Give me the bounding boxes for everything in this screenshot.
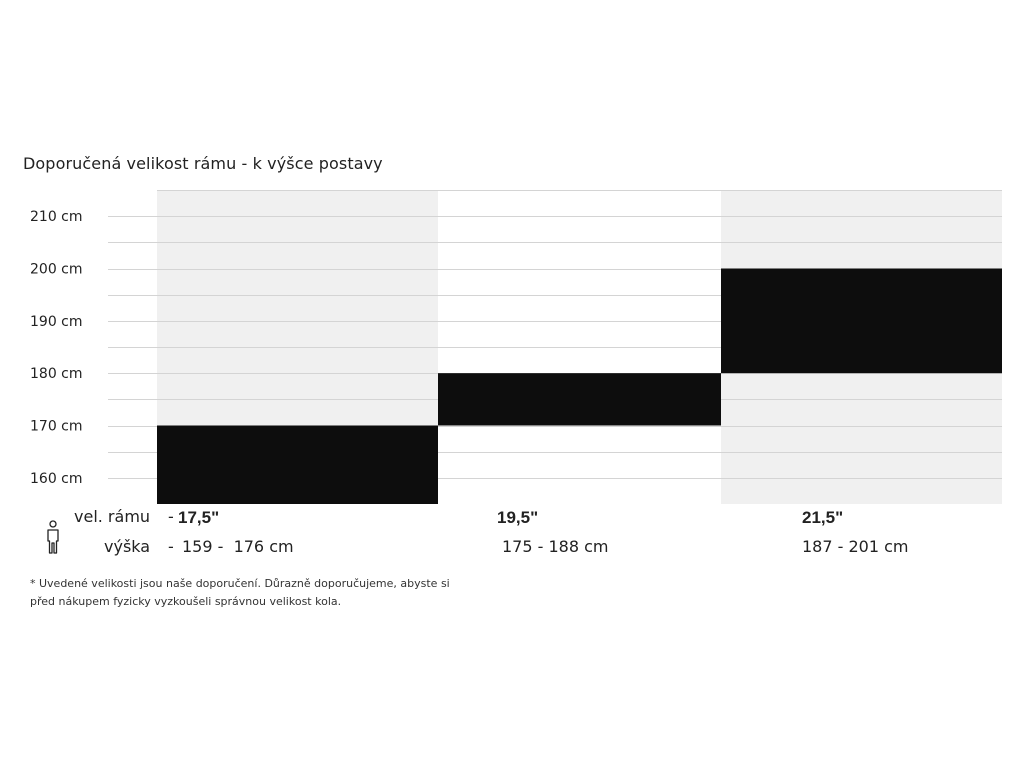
- y-tick-label-180: 180 cm: [30, 366, 83, 382]
- height-range-label-3: 187 - 201 cm: [802, 537, 909, 556]
- range-bar-3: [721, 268, 1002, 374]
- y-tick-label-200: 200 cm: [30, 262, 83, 278]
- frame-size-label-3: 21,5": [802, 508, 844, 527]
- y-tick-label-190: 190 cm: [30, 314, 83, 330]
- y-tick-label-160: 160 cm: [30, 471, 83, 487]
- frame-size-row-label: vel. rámu: [74, 507, 151, 526]
- range-bar-2: [438, 373, 721, 426]
- y-tick-label-170: 170 cm: [30, 419, 83, 435]
- frame-size-dash: -: [168, 507, 174, 526]
- chart-title: Doporučená velikost rámu - k výšce posta…: [23, 154, 383, 173]
- range-bar-1: [157, 425, 438, 504]
- frame-size-label-2: 19,5": [497, 508, 539, 527]
- person-icon: [47, 520, 59, 554]
- height-range-label-2: 175 - 188 cm: [502, 537, 609, 556]
- footnote-line-2: před nákupem fyzicky vyzkoušeli správnou…: [30, 595, 342, 608]
- height-row-label: výška: [104, 537, 151, 556]
- height-range-label-1: 159 - 176 cm: [182, 537, 294, 556]
- height-dash: -: [168, 537, 174, 556]
- frame-size-label-1: 17,5": [178, 508, 220, 527]
- footnote-line-1: * Uvedené velikosti jsou naše doporučení…: [30, 577, 450, 590]
- y-tick-label-210: 210 cm: [30, 209, 83, 225]
- footnote: * Uvedené velikosti jsou naše doporučení…: [30, 575, 450, 611]
